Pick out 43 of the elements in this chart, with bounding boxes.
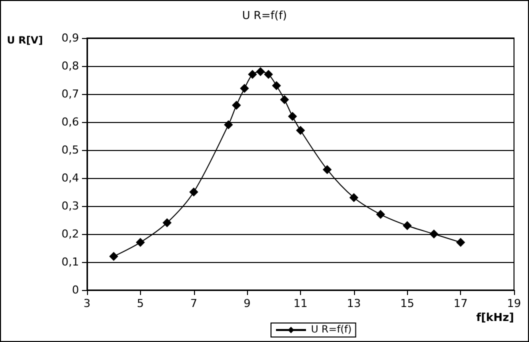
x-tick-label: 5 <box>136 297 144 310</box>
point <box>189 188 198 196</box>
point <box>248 70 257 79</box>
point <box>322 165 332 174</box>
point <box>162 218 172 228</box>
point <box>232 100 241 110</box>
point <box>429 230 438 238</box>
point <box>456 238 466 247</box>
x-axis-title: f[kHz] <box>476 311 514 324</box>
point <box>256 67 265 76</box>
point <box>288 112 297 121</box>
y-tick-label: 0,4 <box>62 172 79 184</box>
y-tick-label: 0 <box>72 284 79 296</box>
y-tick-label: 0,5 <box>62 144 79 156</box>
x-tick-label: 13 <box>346 297 361 310</box>
legend-label: U R=f(f) <box>311 324 352 336</box>
point <box>240 84 249 93</box>
point <box>109 252 118 261</box>
x-tick-label: 19 <box>507 297 521 310</box>
point <box>296 126 305 135</box>
y-tick-label: 0,9 <box>62 32 79 44</box>
x-tick-label: 3 <box>84 297 90 310</box>
y-tick-label: 0,2 <box>62 228 79 240</box>
point <box>264 70 273 79</box>
x-tick-label: 9 <box>244 297 251 310</box>
y-axis-title: U R[V] <box>6 36 43 46</box>
point <box>349 193 358 202</box>
y-tick-label: 0,1 <box>62 256 79 268</box>
point <box>280 95 289 104</box>
y-tick-label: 0,6 <box>62 116 79 128</box>
chart-title: U R=f(f) <box>242 9 287 22</box>
point <box>224 120 233 130</box>
x-tick-label: 17 <box>454 297 468 310</box>
y-tick-label: 0,7 <box>62 88 79 100</box>
y-tick-label: 0,3 <box>62 200 79 212</box>
point <box>376 210 386 219</box>
point <box>402 221 412 230</box>
y-tick-label: 0,8 <box>62 60 79 72</box>
x-tick-label: 7 <box>190 297 198 310</box>
point <box>136 238 145 247</box>
x-tick-label: 11 <box>294 297 308 310</box>
point <box>272 81 281 90</box>
x-tick-label: 15 <box>400 297 414 310</box>
